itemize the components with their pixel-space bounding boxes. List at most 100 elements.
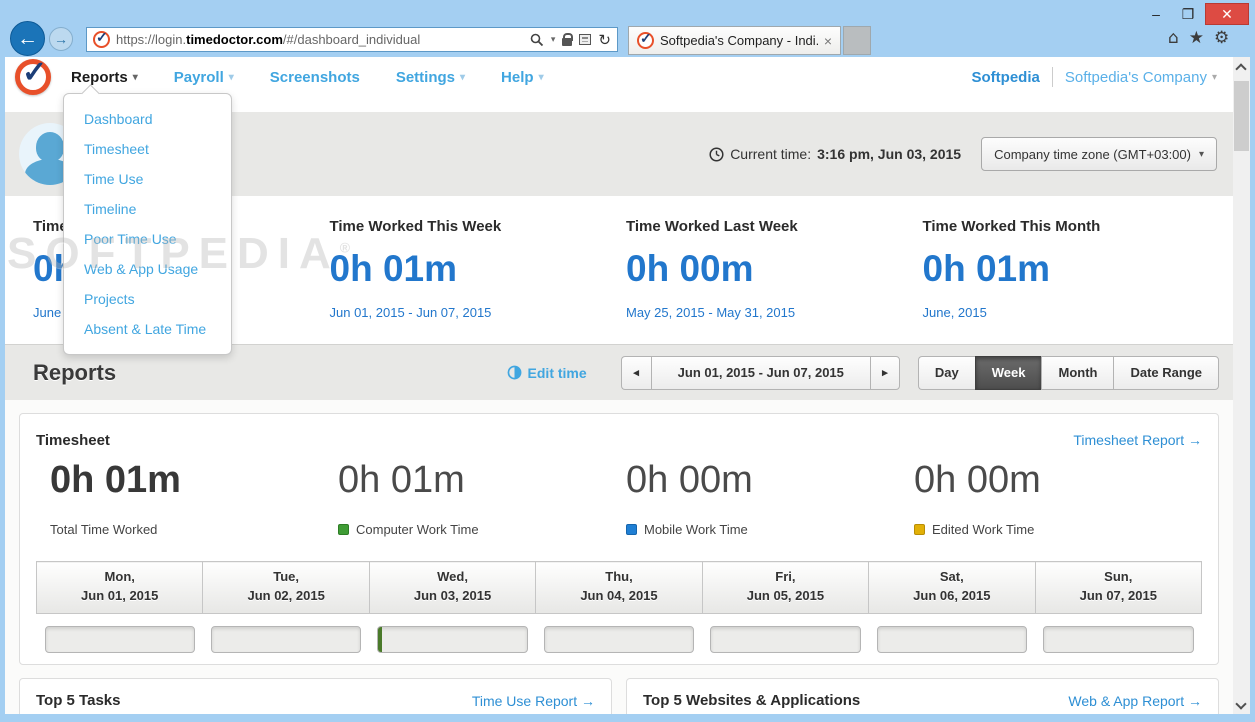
timesheet-title: Timesheet: [36, 432, 110, 449]
stat-card-this-month: Time Worked This Month 0h 01m June, 2015: [923, 218, 1220, 324]
clock-icon: [709, 146, 724, 162]
nav-item-payroll[interactable]: Payroll ▾: [174, 69, 234, 86]
divider: [1051, 67, 1053, 87]
nav-item-reports[interactable]: Reports ▾: [71, 69, 138, 86]
day-progress-bar[interactable]: [210, 625, 362, 653]
chevron-down-icon: ▾: [228, 71, 234, 83]
timesheet-panel: Timesheet Timesheet Report → 0h 01m Tota…: [19, 413, 1219, 665]
refresh-icon[interactable]: ↻: [598, 31, 611, 49]
view-week-button[interactable]: Week: [974, 355, 1042, 390]
edit-time-icon: [507, 365, 521, 380]
day-header-row: Mon, Jun 01, 2015 Tue, Jun 02, 2015 Wed, Ju…: [35, 561, 1203, 614]
browser-tab[interactable]: Softpedia's Company - Indi... ×: [628, 26, 841, 55]
view-month-button[interactable]: Month: [1041, 355, 1114, 390]
timesheet-stat-edited: 0h 00m Edited Work Time: [914, 459, 1202, 537]
day-header: Mon, Jun 01, 2015: [35, 561, 204, 614]
stat-title: Time Worked This Month: [922, 218, 1101, 235]
company-switcher[interactable]: Softpedia's Company ▾: [1065, 69, 1217, 86]
day-progress-bar[interactable]: [876, 625, 1028, 653]
timesheet-stats: 0h 01m Total Time Worked 0h 01m Computer…: [36, 449, 1202, 537]
close-button[interactable]: ✕: [1205, 3, 1249, 25]
stat-value: 0h 01m: [338, 459, 465, 501]
day-progress-bar[interactable]: [543, 625, 695, 653]
page-title: Reports: [33, 359, 117, 385]
menu-item-absent-late-time[interactable]: Absent & Late Time: [84, 321, 207, 337]
date-range-button[interactable]: Jun 01, 2015 - Jun 07, 2015: [650, 355, 870, 390]
day-progress-bar[interactable]: [710, 625, 861, 653]
search-dropdown-caret-icon[interactable]: ▾: [550, 34, 556, 44]
day-time: 0h 00m: [536, 659, 702, 664]
search-icon[interactable]: [530, 33, 544, 47]
nav-item-settings[interactable]: Settings ▾: [396, 69, 465, 86]
panel-title: Top 5 Tasks: [36, 692, 121, 709]
day-time: 0h 00m: [203, 659, 369, 664]
day-time: 0h 00m: [702, 659, 868, 664]
prev-period-button[interactable]: ◂: [620, 355, 651, 390]
day-header: Thu, Jun 04, 2015: [535, 561, 703, 614]
nav-item-label: Settings: [395, 68, 456, 86]
timezone-dropdown-button[interactable]: Company time zone (GMT+03:00) ▾: [981, 137, 1217, 171]
day-header: Sun, Jun 07, 2015: [1034, 561, 1203, 614]
day-progress-bar[interactable]: [1043, 625, 1194, 653]
tab-close-icon[interactable]: ×: [823, 32, 832, 49]
date-navigation: ◂ Jun 01, 2015 - Jun 07, 2015 ▸: [620, 355, 900, 390]
edited-time-legend-icon: [914, 524, 925, 535]
view-date-range-button[interactable]: Date Range: [1113, 355, 1219, 390]
edit-time-link[interactable]: Edit time: [507, 365, 587, 381]
timesheet-report-link[interactable]: Timesheet Report →: [1073, 432, 1202, 448]
page-viewport: Reports ▾ Payroll ▾ Screenshots Settings…: [5, 57, 1233, 714]
stat-value: 0h 01m: [50, 459, 181, 501]
stat-title: Time Worked Last Week: [626, 218, 798, 235]
view-day-button[interactable]: Day: [917, 355, 975, 390]
web-app-report-link[interactable]: Web & App Report →: [1068, 692, 1202, 709]
time-use-report-link[interactable]: Time Use Report →: [471, 692, 595, 709]
url-text[interactable]: https://login.timedoctor.com/#/dashboard…: [116, 32, 421, 47]
day-header: Sat, Jun 06, 2015: [868, 561, 1036, 614]
new-tab-button[interactable]: [843, 26, 871, 55]
menu-item-time-use[interactable]: Time Use: [84, 171, 144, 187]
stat-label: Mobile Work Time: [626, 522, 914, 537]
top-tasks-panel: Top 5 Tasks Time Use Report →: [19, 678, 612, 714]
back-arrow-icon: ←: [17, 26, 38, 50]
day-progress-bar[interactable]: [377, 625, 528, 653]
stat-period: June, 2015: [922, 305, 987, 320]
scroll-down-icon[interactable]: [1235, 698, 1247, 710]
address-bar[interactable]: https://login.timedoctor.com/#/dashboard…: [86, 27, 618, 52]
nav-item-label: Payroll: [173, 68, 224, 86]
scrollbar-thumb[interactable]: [1234, 81, 1249, 151]
reports-dropdown-menu: Dashboard Timesheet Time Use Timeline Po…: [63, 93, 232, 355]
favorites-star-icon[interactable]: ★: [1188, 28, 1205, 48]
menu-item-web-app-usage[interactable]: Web & App Usage: [84, 261, 199, 277]
next-period-button[interactable]: ▸: [869, 355, 900, 390]
stat-title: Time Worked This Week: [329, 218, 502, 235]
compatibility-view-icon[interactable]: [579, 34, 592, 45]
menu-item-timeline[interactable]: Timeline: [84, 201, 137, 217]
chevron-down-icon: ▾: [538, 71, 544, 83]
back-button[interactable]: ←: [10, 21, 45, 56]
chevron-down-icon: ▾: [1198, 148, 1204, 160]
nav-item-screenshots[interactable]: Screenshots: [270, 69, 360, 86]
current-time-value: 3:16 pm, Jun 03, 2015: [817, 146, 962, 162]
gear-icon[interactable]: ⚙: [1214, 28, 1230, 48]
forward-button[interactable]: →: [49, 27, 73, 51]
day-time: 0h 00m: [869, 659, 1035, 664]
weekly-timesheet-table: Mon, Jun 01, 2015 Tue, Jun 02, 2015 Wed, Ju…: [35, 561, 1203, 664]
menu-item-poor-time-use[interactable]: Poor Time Use: [84, 231, 177, 247]
menu-item-timesheet[interactable]: Timesheet: [84, 141, 149, 157]
app-navbar: Reports ▾ Payroll ▾ Screenshots Settings…: [5, 57, 1233, 97]
day-progress-bar[interactable]: [44, 625, 195, 653]
current-time: Current time: 3:16 pm, Jun 03, 2015: [709, 146, 961, 162]
top-websites-panel: Top 5 Websites & Applications Web & App …: [626, 678, 1219, 714]
home-icon[interactable]: ⌂: [1168, 28, 1179, 48]
maximize-button[interactable]: ❐: [1181, 5, 1195, 22]
nav-item-help[interactable]: Help ▾: [501, 69, 544, 86]
menu-item-dashboard[interactable]: Dashboard: [84, 111, 153, 127]
menu-item-projects[interactable]: Projects: [84, 291, 135, 307]
account-name-link[interactable]: Softpedia: [971, 68, 1040, 86]
day-time: 0h 00m: [1035, 659, 1201, 664]
minimize-button[interactable]: –: [1152, 6, 1160, 22]
stat-period: May 25, 2015 - May 31, 2015: [626, 305, 796, 320]
page-scrollbar[interactable]: [1233, 57, 1250, 714]
scroll-up-icon[interactable]: [1235, 63, 1247, 75]
